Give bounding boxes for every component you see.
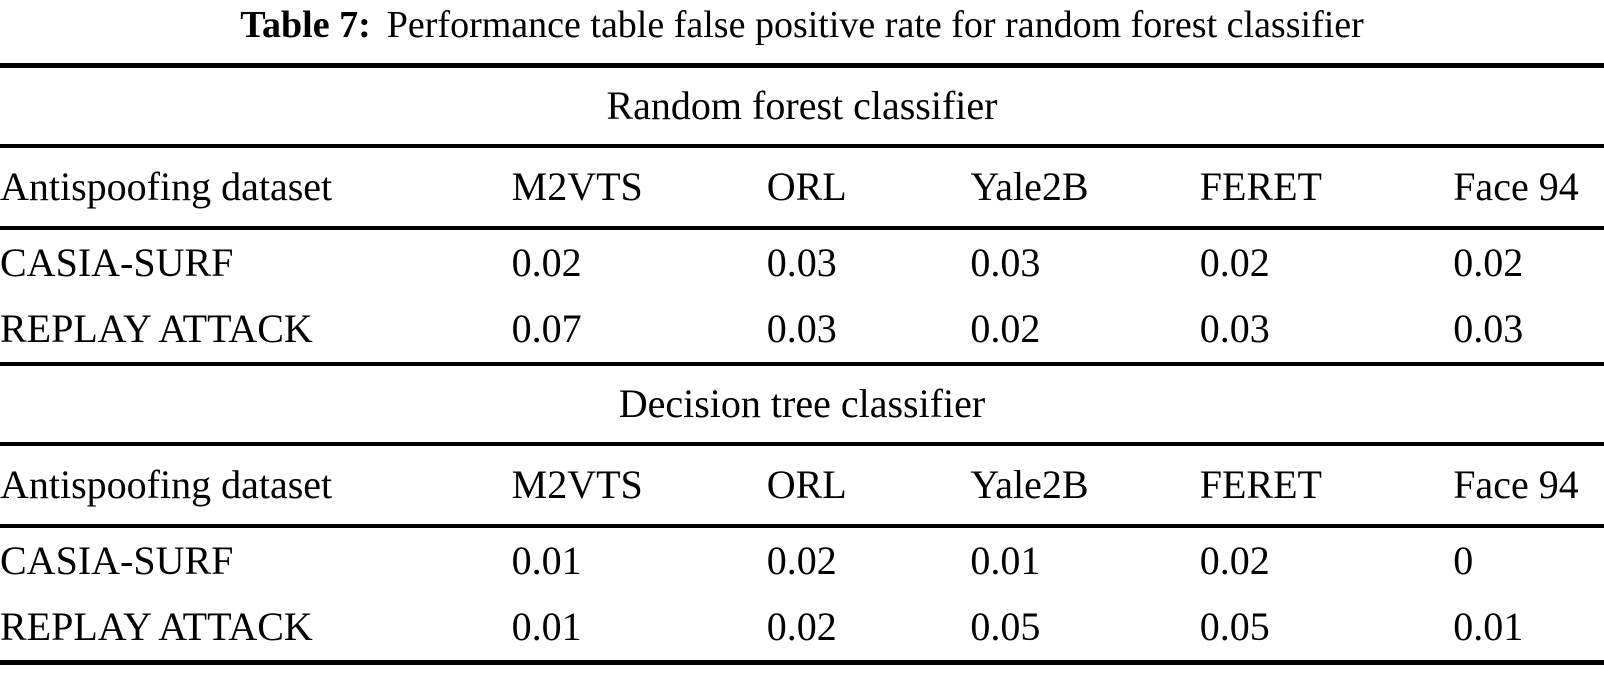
value-cell: 0.01 <box>1453 604 1524 649</box>
value-cell: 0.03 <box>766 306 837 351</box>
table-caption: Table 7: Performance table false positiv… <box>0 0 1604 63</box>
dataset-cell: CASIA-SURF <box>0 538 234 583</box>
value-cell: 0.07 <box>511 306 582 351</box>
value-cell: 0.03 <box>1199 306 1270 351</box>
value-cell: 0.05 <box>970 604 1041 649</box>
value-cell: 0.03 <box>766 240 837 285</box>
value-cell: 0.02 <box>1199 538 1270 583</box>
value-cell: 0.05 <box>1199 604 1270 649</box>
value-cell: 0.02 <box>1199 240 1270 285</box>
value-cell: 0.03 <box>1453 306 1524 351</box>
value-cell: 0.02 <box>511 240 582 285</box>
column-header-row: Antispoofing dataset M2VTS ORL Yale2B FE… <box>0 146 1604 230</box>
col-header-cell: Yale2B <box>970 444 1200 528</box>
value-cell: 0.02 <box>1453 240 1524 285</box>
table-row: CASIA-SURF 0.02 0.03 0.03 0.02 0.02 <box>0 228 1604 296</box>
col-header-cell: M2VTS <box>511 444 767 528</box>
col-header-cell: Yale2B <box>970 146 1200 230</box>
table-row: REPLAY ATTACK 0.07 0.03 0.02 0.03 0.03 <box>0 296 1604 364</box>
col-header-cell: FERET <box>1199 146 1454 230</box>
col-header-cell: ORL <box>766 444 971 528</box>
col-header-cell: Antispoofing dataset <box>0 146 512 230</box>
value-cell: 0.01 <box>511 538 582 583</box>
col-header-cell: M2VTS <box>511 146 767 230</box>
table-caption-label: Table 7: <box>240 4 371 46</box>
performance-table: Random forest classifier Antispoofing da… <box>0 63 1604 665</box>
value-cell: 0.01 <box>511 604 582 649</box>
value-cell: 0.02 <box>766 538 837 583</box>
section-header: Random forest classifier <box>0 65 1604 148</box>
table-row: REPLAY ATTACK 0.01 0.02 0.05 0.05 0.01 <box>0 594 1604 663</box>
value-cell: 0.02 <box>766 604 837 649</box>
section-random-forest: Random forest classifier Antispoofing da… <box>0 65 1604 365</box>
dataset-cell: CASIA-SURF <box>0 240 234 285</box>
dataset-cell: REPLAY ATTACK <box>0 306 313 351</box>
col-header-cell: Face 94 <box>1453 146 1604 230</box>
value-cell: 0.03 <box>970 240 1041 285</box>
dataset-cell: REPLAY ATTACK <box>0 604 313 649</box>
column-header-row: Antispoofing dataset M2VTS ORL Yale2B FE… <box>0 444 1604 528</box>
table-caption-text: Performance table false positive rate fo… <box>386 4 1364 46</box>
value-cell: 0.01 <box>970 538 1041 583</box>
col-header-cell: Face 94 <box>1453 444 1604 528</box>
col-header-cell: ORL <box>766 146 971 230</box>
value-cell: 0.02 <box>970 306 1041 351</box>
table-row: CASIA-SURF 0.01 0.02 0.01 0.02 0 <box>0 526 1604 594</box>
section-decision-tree: Decision tree classifier Antispoofing da… <box>0 362 1604 663</box>
section-header: Decision tree classifier <box>0 362 1604 446</box>
section-header-row: Decision tree classifier <box>0 362 1604 446</box>
value-cell: 0 <box>1453 538 1474 583</box>
col-header-cell: FERET <box>1199 444 1454 528</box>
col-header-cell: Antispoofing dataset <box>0 444 512 528</box>
section-header-row: Random forest classifier <box>0 65 1604 148</box>
